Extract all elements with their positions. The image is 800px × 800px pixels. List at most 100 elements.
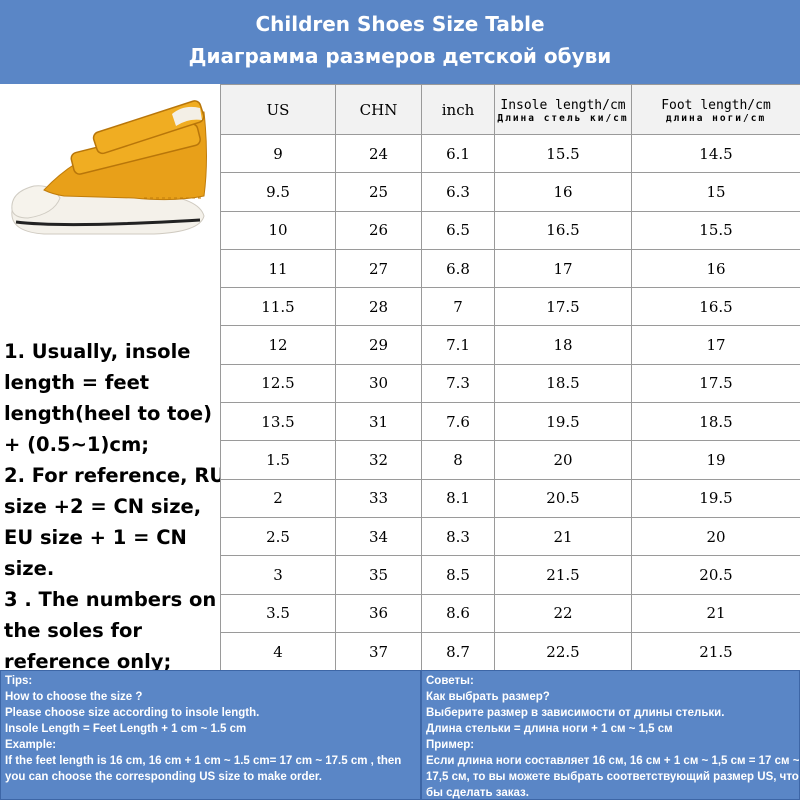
cell-chn: 28 xyxy=(335,287,422,327)
header-inch: inch xyxy=(421,84,495,135)
tip-line: Как выбрать размер? xyxy=(426,691,550,703)
cell-chn: 30 xyxy=(335,363,422,404)
table-row: 11 27 6.8 17 16 xyxy=(220,248,800,289)
tip-line: Пример: xyxy=(426,739,475,751)
cell-insole-length: 18 xyxy=(494,325,632,365)
cell-us: 2 xyxy=(220,478,336,518)
size-notes: 1. Usually, insole length = feet length(… xyxy=(4,336,225,677)
tip-line: Если длина ноги составляет 16 см, 16 см … xyxy=(426,755,800,767)
cell-insole-length: 19.5 xyxy=(494,402,632,442)
cell-inch: 7 xyxy=(421,287,495,327)
cell-foot-length: 20 xyxy=(631,516,800,557)
cell-foot-length: 19 xyxy=(631,440,800,480)
tip-line: How to choose the size ? xyxy=(5,691,143,703)
note-line: the soles for xyxy=(4,619,143,642)
cell-foot-length: 20.5 xyxy=(631,555,800,595)
cell-foot-length: 21 xyxy=(631,593,800,633)
cell-chn: 32 xyxy=(335,440,422,480)
note-line: reference only; xyxy=(4,650,172,673)
table-row: 4 37 8.7 22.5 21.5 xyxy=(220,631,800,672)
title-russian: Диаграмма размеров детской обуви xyxy=(188,44,612,68)
tip-line: Выберите размер в зависимости от длины с… xyxy=(426,707,725,719)
tip-line: Советы: xyxy=(426,675,474,687)
cell-chn: 31 xyxy=(335,402,422,442)
table-row: 2 33 8.1 20.5 19.5 xyxy=(220,478,800,518)
header-foot-en: Foot length/cm xyxy=(661,97,771,113)
cell-inch: 8.3 xyxy=(421,516,495,557)
cell-insole-length: 20.5 xyxy=(494,478,632,518)
cell-us: 2.5 xyxy=(220,516,336,557)
cell-us: 12.5 xyxy=(220,363,336,404)
cell-insole-length: 18.5 xyxy=(494,363,632,404)
header-insole-length: Insole length/cm Длина стель ки/cm xyxy=(494,84,632,135)
cell-insole-length: 22.5 xyxy=(494,631,632,672)
table-row: 1.5 32 8 20 19 xyxy=(220,440,800,480)
cell-foot-length: 19.5 xyxy=(631,478,800,518)
left-panel: 1. Usually, insole length = feet length(… xyxy=(0,84,225,673)
cell-chn: 25 xyxy=(335,172,422,212)
cell-chn: 33 xyxy=(335,478,422,518)
kids-sneaker-icon xyxy=(11,100,207,235)
cell-chn: 34 xyxy=(335,516,422,557)
tips-russian: Советы: Как выбрать размер? Выберите разме… xyxy=(421,670,800,800)
size-table: US CHN inch Insole length/cm Длина стель… xyxy=(220,84,800,672)
note-line: size. xyxy=(4,557,55,580)
cell-insole-length: 21.5 xyxy=(494,555,632,595)
cell-us: 11.5 xyxy=(220,287,336,327)
cell-chn: 37 xyxy=(335,631,422,672)
cell-insole-length: 17 xyxy=(494,248,632,289)
cell-inch: 7.3 xyxy=(421,363,495,404)
header-chn: CHN xyxy=(335,84,422,135)
cell-insole-length: 17.5 xyxy=(494,287,632,327)
cell-foot-length: 17 xyxy=(631,325,800,365)
cell-insole-length: 15.5 xyxy=(494,133,632,174)
table-row: 9.5 25 6.3 16 15 xyxy=(220,172,800,212)
cell-us: 9 xyxy=(220,133,336,174)
cell-us: 3.5 xyxy=(220,593,336,633)
table-row: 9 24 6.1 15.5 14.5 xyxy=(220,133,800,174)
header-banner: Children Shoes Size Table Диаграмма разм… xyxy=(0,0,800,84)
tip-line: бы сделать заказ. xyxy=(426,787,529,799)
cell-inch: 6.3 xyxy=(421,172,495,212)
note-line: size +2 = CN size, xyxy=(4,495,202,518)
cell-insole-length: 20 xyxy=(494,440,632,480)
cell-chn: 29 xyxy=(335,325,422,365)
title-english: Children Shoes Size Table xyxy=(255,12,545,36)
cell-foot-length: 14.5 xyxy=(631,133,800,174)
cell-inch: 6.5 xyxy=(421,210,495,250)
table-row: 2.5 34 8.3 21 20 xyxy=(220,516,800,557)
tip-line: Please choose size according to insole l… xyxy=(5,707,260,719)
header-us: US xyxy=(220,84,336,135)
cell-foot-length: 16 xyxy=(631,248,800,289)
header-insole-ru: Длина стель ки/cm xyxy=(497,112,629,124)
tips-english: Tips: How to choose the size ? Please choo… xyxy=(0,670,421,800)
cell-inch: 8.6 xyxy=(421,593,495,633)
cell-foot-length: 15 xyxy=(631,172,800,212)
cell-inch: 8.1 xyxy=(421,478,495,518)
tip-line: you can choose the corresponding US size… xyxy=(5,771,322,783)
cell-inch: 8 xyxy=(421,440,495,480)
note-line: EU size + 1 = CN xyxy=(4,526,187,549)
cell-insole-length: 21 xyxy=(494,516,632,557)
cell-us: 11 xyxy=(220,248,336,289)
table-row: 3 35 8.5 21.5 20.5 xyxy=(220,555,800,595)
cell-foot-length: 21.5 xyxy=(631,631,800,672)
cell-insole-length: 16.5 xyxy=(494,210,632,250)
product-image xyxy=(4,98,216,238)
tip-line: 17,5 см, то вы можете выбрать соответств… xyxy=(426,771,799,783)
cell-us: 12 xyxy=(220,325,336,365)
cell-inch: 6.1 xyxy=(421,133,495,174)
note-line: length = feet xyxy=(4,371,150,394)
cell-inch: 8.5 xyxy=(421,555,495,595)
cell-us: 13.5 xyxy=(220,402,336,442)
cell-inch: 6.8 xyxy=(421,248,495,289)
table-row: 3.5 36 8.6 22 21 xyxy=(220,593,800,633)
cell-chn: 24 xyxy=(335,133,422,174)
cell-us: 9.5 xyxy=(220,172,336,212)
header-insole-en: Insole length/cm xyxy=(500,97,626,113)
table-row: 12.5 30 7.3 18.5 17.5 xyxy=(220,363,800,404)
cell-us: 4 xyxy=(220,631,336,672)
cell-foot-length: 18.5 xyxy=(631,402,800,442)
table-row: 10 26 6.5 16.5 15.5 xyxy=(220,210,800,250)
cell-insole-length: 16 xyxy=(494,172,632,212)
